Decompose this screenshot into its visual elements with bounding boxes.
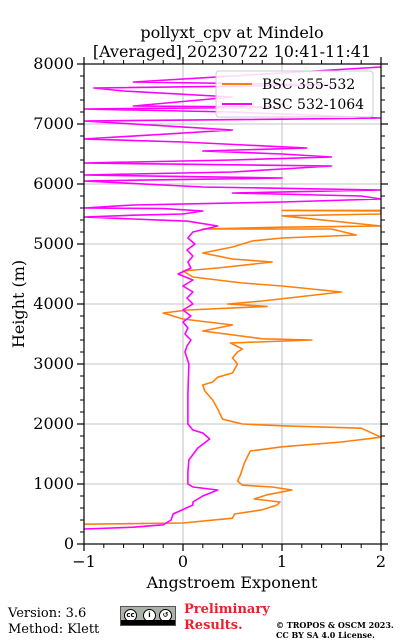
by-icon: i bbox=[143, 609, 156, 622]
y-tick-label: 8000 bbox=[33, 54, 74, 73]
y-tick-label: 7000 bbox=[33, 114, 74, 133]
copyright-notice: © TROPOS & OSCM 2023. CC BY SA 4.0 Licen… bbox=[276, 620, 394, 640]
chart-title-line1: pollyxt_cpv at Mindelo bbox=[140, 23, 323, 42]
method-text: Method: Klett bbox=[8, 622, 100, 637]
cc-license-badge: cc i ↺ bbox=[120, 606, 176, 626]
legend-label-bsc-355-532: BSC 355-532 bbox=[262, 77, 355, 93]
y-axis-label: Height (m) bbox=[9, 260, 28, 348]
legend-box bbox=[215, 70, 374, 118]
y-tick-label: 6000 bbox=[33, 174, 74, 193]
preliminary-results-notice: Preliminary Results. bbox=[184, 602, 270, 634]
x-axis-label: Angstroem Exponent bbox=[146, 573, 318, 592]
copyright-line1: © TROPOS & OSCM 2023. bbox=[276, 620, 394, 630]
x-tick-label: 0 bbox=[178, 552, 188, 571]
series-line-1 bbox=[84, 66, 381, 530]
y-tick-label: 0 bbox=[64, 534, 74, 553]
series-layer bbox=[84, 66, 381, 530]
y-tick-label: 5000 bbox=[33, 234, 74, 253]
footer-info: Version: 3.6 Method: Klett bbox=[8, 606, 99, 638]
version-text: Version: 3.6 bbox=[8, 606, 87, 621]
y-tick-label: 1000 bbox=[33, 474, 74, 493]
series-line-0 bbox=[84, 209, 381, 525]
chart-title-line2: [Averaged] 20230722 10:41-11:41 bbox=[93, 42, 371, 61]
y-tick-label: 2000 bbox=[33, 414, 74, 433]
y-tick-label: 4000 bbox=[33, 294, 74, 313]
preliminary-line1: Preliminary bbox=[184, 602, 270, 617]
x-tick-label: −1 bbox=[72, 552, 96, 571]
copyright-line2: CC BY SA 4.0 License. bbox=[276, 630, 375, 640]
legend-label-bsc-532-1064: BSC 532-1064 bbox=[262, 97, 364, 113]
x-tick-label: 1 bbox=[277, 552, 287, 571]
preliminary-line2: Results. bbox=[184, 618, 243, 633]
cc-strip bbox=[121, 620, 175, 625]
y-tick-label: 3000 bbox=[33, 354, 74, 373]
x-tick-label: 2 bbox=[376, 552, 386, 571]
legend: BSC 355-532 BSC 532-1064 bbox=[215, 70, 374, 118]
